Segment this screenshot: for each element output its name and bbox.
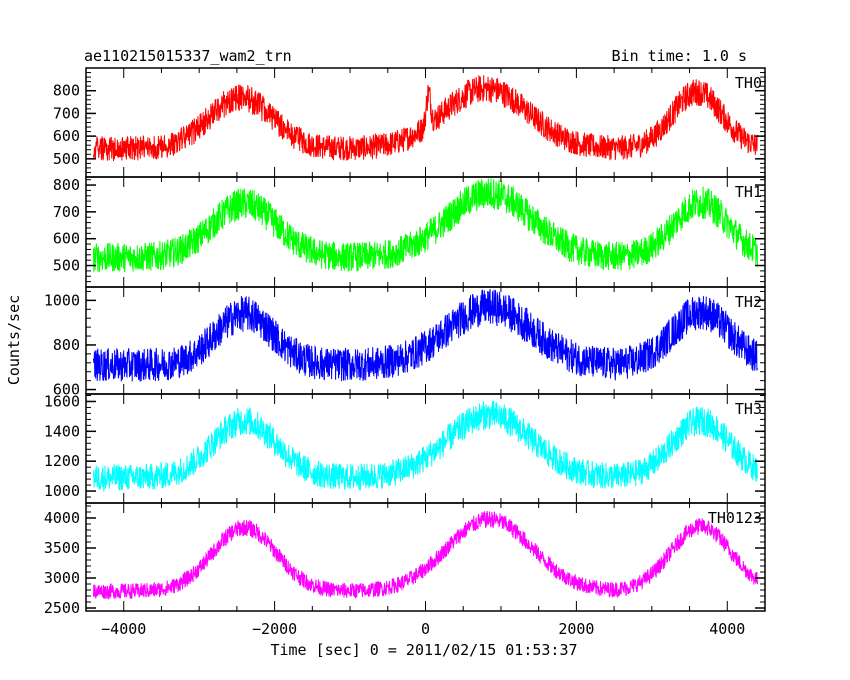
panel-th1: 500 600 700 800 TH1 — [53, 176, 766, 288]
y-tick-label: 1400 — [44, 422, 80, 440]
panel-label-th1: TH1 — [735, 183, 762, 201]
y-tick-label: 600 — [53, 230, 80, 248]
x-tick-label: 4000 — [709, 620, 745, 638]
panel-label-th0123: TH0123 — [708, 509, 762, 527]
y-tick-label: 1600 — [44, 392, 80, 410]
series-line-th1 — [93, 178, 758, 273]
y-tick-label: 1000 — [44, 482, 80, 500]
y-tick-label: 4000 — [44, 509, 80, 527]
bin-time-label: Bin time: 1.0 s — [612, 47, 747, 65]
x-axis: −4000 −2000 0 2000 4000 — [101, 620, 745, 638]
y-tick-label: 2500 — [44, 599, 80, 617]
y-tick-label: 500 — [53, 257, 80, 275]
series-line-th2 — [93, 288, 758, 382]
panels-group: 500 600 700 800 TH0 500 600 700 800 TH1 600 800 1000… — [44, 67, 766, 617]
y-tick-label: 700 — [53, 104, 80, 122]
x-tick-label: 2000 — [558, 620, 594, 638]
panel-th0: 500 600 700 800 TH0 — [53, 67, 766, 178]
panel-th2: 600 800 1000 TH2 — [44, 286, 766, 399]
y-tick-label: 700 — [53, 203, 80, 221]
y-tick-label: 600 — [53, 381, 80, 399]
panel-th3: 1000 1200 1400 1600 TH3 — [44, 392, 766, 504]
y-tick-label: 800 — [53, 176, 80, 194]
series-line-th0123 — [93, 510, 758, 601]
y-tick-label: 800 — [53, 82, 80, 100]
y-tick-label: 3500 — [44, 539, 80, 557]
panel-frame — [85, 502, 766, 612]
panel-label-th3: TH3 — [735, 400, 762, 418]
y-axis-label: Counts/sec — [5, 295, 23, 385]
y-tick-label: 1200 — [44, 452, 80, 470]
x-axis-label: Time [sec] 0 = 2011/02/15 01:53:37 — [270, 641, 577, 659]
y-tick-label: 1000 — [44, 291, 80, 309]
y-tick-label: 3000 — [44, 569, 80, 587]
panel-label-th0: TH0 — [735, 74, 762, 92]
series-line-th3 — [93, 400, 758, 493]
plot-title: ae110215015337_wam2_trn — [84, 47, 292, 65]
panel-label-th2: TH2 — [735, 293, 762, 311]
x-tick-label: −2000 — [252, 620, 297, 638]
y-tick-label: 500 — [53, 150, 80, 168]
panel-th0123: 2500 3000 3500 4000 TH0123 — [44, 502, 766, 617]
series-line-th0 — [93, 74, 758, 162]
y-tick-label: 600 — [53, 127, 80, 145]
x-tick-label: −4000 — [101, 620, 146, 638]
x-tick-label: 0 — [421, 620, 430, 638]
y-tick-label: 800 — [53, 336, 80, 354]
